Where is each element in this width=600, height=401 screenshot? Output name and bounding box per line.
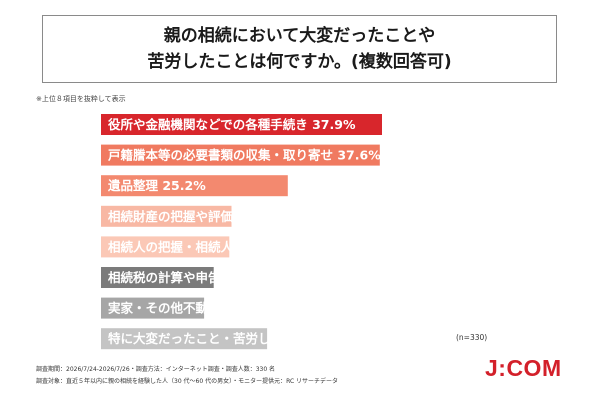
survey-info-line-2: 調査対象：直近５年以内に親の相続を経験した人（30 代～60 代の男女）・モニタ… <box>36 378 339 385</box>
bar-4 <box>101 205 232 227</box>
bar-label-4: 相続財産の把握や評価 17.6% <box>108 209 281 224</box>
bar-label-6: 相続税の計算や申告・納付資金準備 15.2% <box>108 270 356 285</box>
chart-title-line-1: 親の相続において大変だったことや <box>163 26 436 46</box>
bar-label-3: 遺品整理 25.2% <box>107 178 206 193</box>
bar-7 <box>101 297 205 319</box>
bar-label-5: 相続人の把握・相続人間での調整・連絡 17.3% <box>108 239 381 254</box>
chart-title-box: 親の相続において大変だったことや 苦労したことは何ですか。(複数回答可) <box>42 15 557 83</box>
bar-label-8: 特に大変だったこと・苦労したことはない 22.4% <box>108 331 394 346</box>
bar-6 <box>101 267 214 288</box>
bar-8 <box>101 328 268 350</box>
bar-label-7: 実家・その他不動産の処分 13.9% <box>108 301 306 316</box>
sample-size-label: (n=330) <box>456 333 488 342</box>
jcom-logo: J:COM <box>485 355 562 381</box>
survey-info-line-1: 調査期間：2026/7/24-2026/7/26・調査方法：インターネット調査・… <box>36 366 276 373</box>
bar-3 <box>101 175 288 197</box>
chart-note: ※上位８項目を抜粋して表示 <box>36 95 126 103</box>
bar-label-2: 戸籍謄本等の必要書類の収集・取り寄せ 37.6% <box>108 148 381 163</box>
bar-5 <box>101 236 230 258</box>
chart-title-line-2: 苦労したことは何ですか。(複数回答可) <box>147 52 452 72</box>
bar-1 <box>101 114 382 135</box>
bar-2 <box>101 144 380 166</box>
bar-label-1: 役所や金融機関などでの各種手続き 37.9% <box>108 117 356 132</box>
